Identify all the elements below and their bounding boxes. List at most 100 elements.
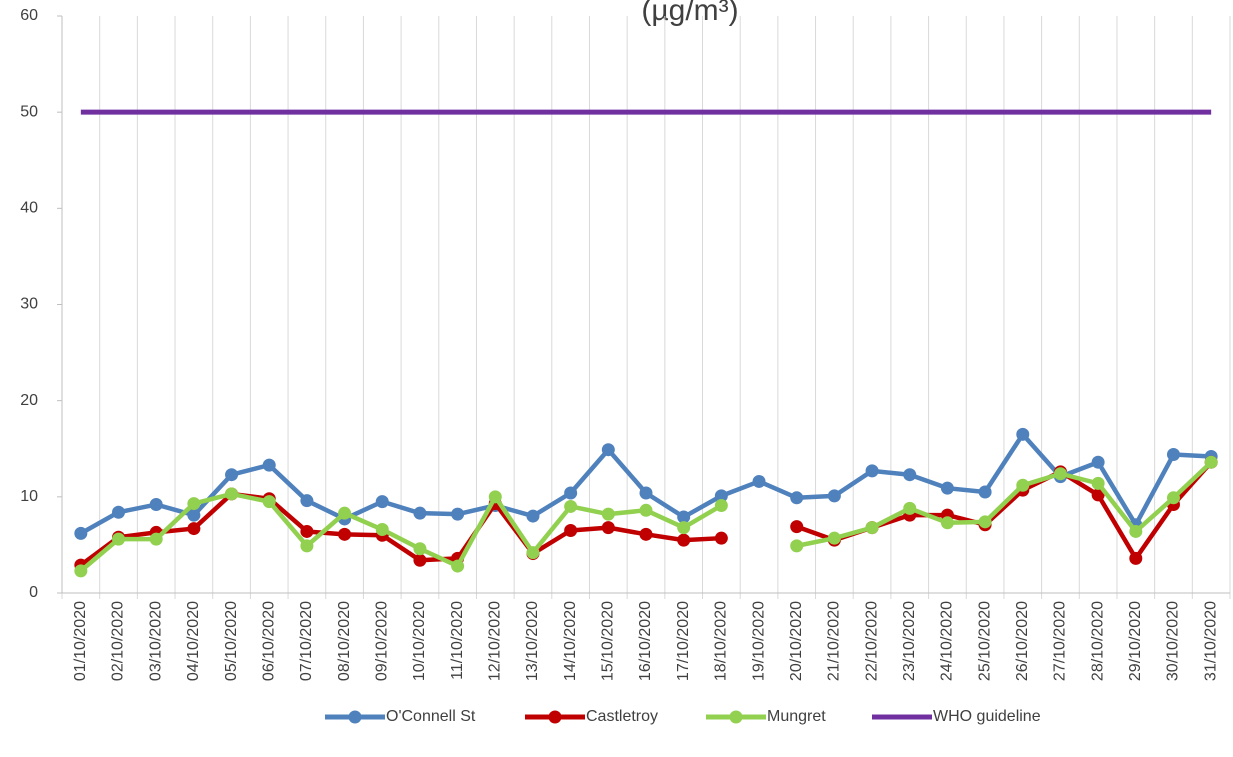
point xyxy=(639,527,653,541)
x-tick-label: 02/10/2020 xyxy=(110,601,127,681)
point xyxy=(187,522,201,536)
point xyxy=(413,542,427,556)
x-tick-label: 25/10/2020 xyxy=(976,601,993,681)
point xyxy=(827,489,841,503)
x-tick-label: 21/10/2020 xyxy=(826,601,843,681)
chart-title: (µg/m³) xyxy=(641,0,738,27)
point xyxy=(488,490,502,504)
x-tick-label: 12/10/2020 xyxy=(487,601,504,681)
point xyxy=(338,506,352,520)
point xyxy=(1091,488,1105,502)
x-tick-label: 11/10/2020 xyxy=(449,601,466,680)
legend-marker xyxy=(729,710,743,724)
point xyxy=(300,539,314,553)
point xyxy=(1166,491,1180,505)
point xyxy=(1016,427,1030,441)
y-tick-label: 30 xyxy=(20,296,38,313)
point xyxy=(978,485,992,499)
point xyxy=(187,497,201,511)
x-tick-label: 06/10/2020 xyxy=(260,601,277,681)
point xyxy=(677,510,691,524)
y-tick-label: 50 xyxy=(20,103,38,120)
x-tick-label: 31/10/2020 xyxy=(1202,601,1219,681)
y-tick-label: 20 xyxy=(20,392,38,409)
y-tick-label: 0 xyxy=(29,584,38,601)
point xyxy=(112,532,126,546)
x-tick-label: 05/10/2020 xyxy=(223,601,240,681)
point xyxy=(413,506,427,520)
point xyxy=(1053,467,1067,481)
point xyxy=(601,521,615,535)
y-tick-label: 10 xyxy=(20,488,38,505)
point xyxy=(1129,551,1143,565)
x-tick-label: 18/10/2020 xyxy=(713,601,730,681)
point xyxy=(752,474,766,488)
point xyxy=(714,489,728,503)
point xyxy=(903,501,917,515)
point xyxy=(940,516,954,530)
point xyxy=(338,527,352,541)
x-tick-label: 19/10/2020 xyxy=(750,601,767,681)
point xyxy=(564,499,578,513)
point xyxy=(790,539,804,553)
point xyxy=(149,498,163,512)
x-tick-label: 16/10/2020 xyxy=(637,601,654,681)
x-tick-label: 24/10/2020 xyxy=(939,601,956,681)
point xyxy=(74,526,88,540)
x-tick-label: 01/10/2020 xyxy=(72,601,89,681)
point xyxy=(903,468,917,482)
x-tick-label: 03/10/2020 xyxy=(147,601,164,681)
point xyxy=(300,494,314,508)
point xyxy=(601,443,615,457)
point xyxy=(790,491,804,505)
x-tick-label: 17/10/2020 xyxy=(675,601,692,681)
point xyxy=(1016,478,1030,492)
x-tick-label: 30/10/2020 xyxy=(1165,601,1182,681)
point xyxy=(1204,455,1218,469)
point xyxy=(601,507,615,521)
point xyxy=(225,468,239,482)
y-tick-label: 40 xyxy=(20,200,38,217)
point xyxy=(865,521,879,535)
x-tick-label: 10/10/2020 xyxy=(411,601,428,681)
x-tick-label: 23/10/2020 xyxy=(901,601,918,681)
legend-label: Castletroy xyxy=(586,708,658,725)
point xyxy=(865,464,879,478)
point xyxy=(639,503,653,517)
x-tick-label: 29/10/2020 xyxy=(1127,601,1144,681)
point xyxy=(149,532,163,546)
x-tick-label: 13/10/2020 xyxy=(524,601,541,681)
point xyxy=(74,564,88,578)
point xyxy=(564,486,578,500)
point xyxy=(677,521,691,535)
point xyxy=(300,524,314,538)
point xyxy=(1166,448,1180,462)
point xyxy=(225,487,239,501)
point xyxy=(677,533,691,547)
x-tick-label: 15/10/2020 xyxy=(600,601,617,681)
legend-marker xyxy=(548,710,562,724)
point xyxy=(526,509,540,523)
point xyxy=(714,498,728,512)
point xyxy=(714,531,728,545)
x-tick-label: 22/10/2020 xyxy=(863,601,880,681)
point xyxy=(112,505,126,519)
point xyxy=(451,507,465,521)
point xyxy=(1091,476,1105,490)
point xyxy=(1091,455,1105,469)
point xyxy=(790,520,804,534)
legend-label: O'Connell St xyxy=(386,708,476,725)
point xyxy=(827,531,841,545)
x-tick-label: 28/10/2020 xyxy=(1089,601,1106,681)
point xyxy=(262,495,276,509)
point xyxy=(375,495,389,509)
x-tick-label: 08/10/2020 xyxy=(336,601,353,681)
point xyxy=(564,523,578,537)
legend-label: WHO guideline xyxy=(933,708,1041,725)
x-tick-label: 14/10/2020 xyxy=(562,601,579,681)
point xyxy=(262,458,276,472)
x-tick-label: 04/10/2020 xyxy=(185,601,202,681)
x-tick-label: 26/10/2020 xyxy=(1014,601,1031,681)
